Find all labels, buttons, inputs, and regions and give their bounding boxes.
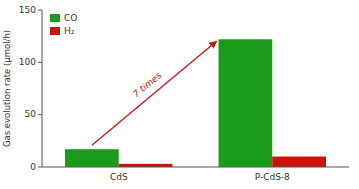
legend: CO H₂ bbox=[50, 13, 77, 36]
x-axis bbox=[42, 167, 349, 168]
y-tick bbox=[38, 62, 42, 63]
legend-label: CO bbox=[64, 13, 77, 23]
bar bbox=[65, 149, 119, 167]
legend-swatch bbox=[50, 27, 60, 35]
y-axis bbox=[42, 10, 43, 167]
bar bbox=[272, 157, 326, 167]
bar bbox=[219, 39, 273, 167]
y-axis-label: Gas evolution rate (μmol/h) bbox=[2, 30, 12, 147]
bars bbox=[65, 39, 326, 167]
y-tick bbox=[38, 114, 42, 115]
y-tick-label: 0 bbox=[30, 162, 36, 172]
chart: 0 50 100 150 Gas evolution rate (μmol/h) CdS P… bbox=[0, 0, 359, 189]
y-tick bbox=[38, 167, 42, 168]
annotation-arrow bbox=[92, 41, 217, 145]
y-tick-label: 150 bbox=[19, 5, 36, 15]
y-tick bbox=[38, 10, 42, 11]
x-tick-label: P-CdS-8 bbox=[255, 172, 290, 182]
y-tick-label: 50 bbox=[25, 109, 37, 119]
annotation: 7 times bbox=[131, 70, 163, 99]
legend-swatch bbox=[50, 14, 60, 22]
y-tick-label: 100 bbox=[19, 57, 36, 67]
x-tick-label: CdS bbox=[110, 172, 128, 182]
legend-label: H₂ bbox=[64, 26, 75, 36]
